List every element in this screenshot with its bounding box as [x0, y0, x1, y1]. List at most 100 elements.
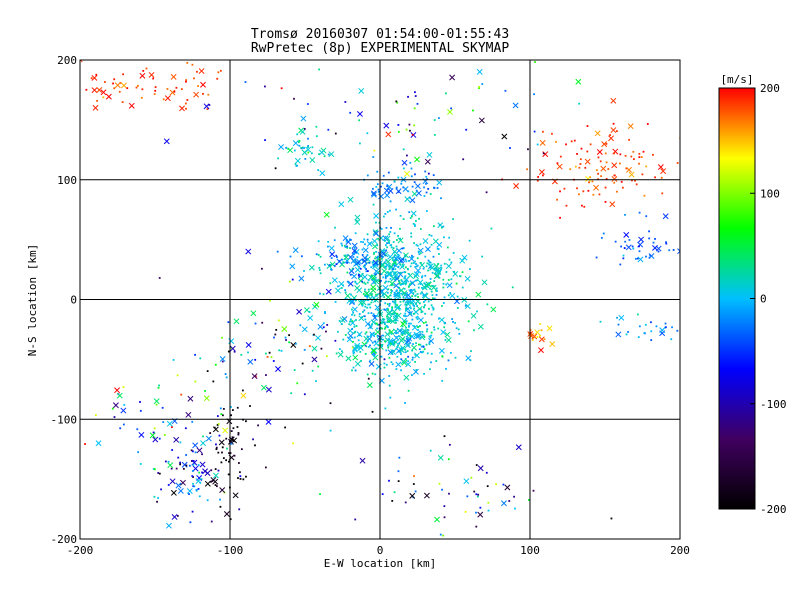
- data-point: [429, 261, 432, 264]
- data-point: [364, 332, 367, 335]
- data-point-x: [423, 492, 430, 499]
- data-point: [442, 282, 445, 285]
- data-point: [397, 190, 400, 193]
- data-point: [386, 307, 389, 310]
- data-point: [275, 328, 278, 331]
- data-point: [415, 369, 418, 371]
- data-point: [323, 155, 326, 158]
- data-point: [388, 375, 391, 377]
- data-point: [406, 299, 409, 302]
- data-point-x: [575, 78, 582, 85]
- data-point: [145, 67, 148, 70]
- data-point: [419, 243, 422, 246]
- data-point: [249, 405, 251, 407]
- data-point: [357, 339, 360, 342]
- data-point: [225, 459, 228, 462]
- data-point-x: [638, 236, 645, 243]
- data-point: [429, 336, 432, 339]
- data-point: [326, 324, 329, 326]
- data-point: [450, 261, 453, 264]
- data-point-x: [335, 287, 341, 294]
- data-point: [433, 134, 436, 136]
- data-point: [380, 279, 382, 282]
- data-point: [352, 311, 355, 314]
- data-point: [417, 250, 420, 253]
- data-point: [397, 235, 399, 237]
- data-point: [351, 346, 354, 349]
- data-point: [306, 103, 309, 105]
- data-point-x: [309, 157, 316, 163]
- data-point: [268, 351, 271, 354]
- data-point: [397, 297, 400, 300]
- data-point: [532, 489, 535, 492]
- data-point: [543, 338, 546, 341]
- data-point: [388, 265, 391, 268]
- data-point: [426, 330, 428, 333]
- data-point: [419, 351, 422, 353]
- data-point-x: [419, 334, 426, 341]
- data-point: [216, 485, 218, 488]
- data-point: [307, 151, 310, 154]
- data-point: [224, 373, 227, 375]
- data-point: [382, 334, 385, 337]
- data-point-x: [392, 328, 399, 335]
- data-point: [536, 336, 539, 338]
- data-point: [423, 304, 426, 307]
- data-point: [398, 281, 401, 284]
- data-point: [373, 352, 376, 355]
- data-point: [481, 83, 484, 85]
- data-point: [228, 452, 230, 455]
- data-point: [617, 323, 620, 326]
- data-point-x: [265, 418, 272, 425]
- data-point: [408, 123, 411, 126]
- data-point: [394, 302, 397, 304]
- data-point: [441, 488, 443, 491]
- data-point: [119, 427, 122, 430]
- data-point: [401, 247, 404, 250]
- data-point: [345, 240, 348, 243]
- data-point: [217, 71, 220, 74]
- data-point: [443, 435, 446, 438]
- data-point: [413, 242, 415, 245]
- data-point: [317, 365, 320, 368]
- data-point: [77, 72, 79, 74]
- data-point-x: [204, 480, 211, 487]
- data-point: [179, 461, 181, 464]
- data-point-x: [435, 269, 442, 276]
- data-point: [405, 320, 408, 323]
- data-point: [217, 451, 220, 454]
- data-point: [366, 340, 369, 343]
- data-point: [425, 265, 428, 268]
- data-point-x: [298, 275, 305, 282]
- data-point: [486, 485, 489, 488]
- data-point-x: [212, 472, 219, 479]
- data-point: [179, 441, 182, 444]
- data-point: [415, 189, 418, 192]
- data-point: [229, 518, 232, 521]
- data-point-x: [444, 331, 451, 338]
- data-point-x: [303, 307, 310, 314]
- data-point: [241, 389, 244, 392]
- data-point-x: [265, 386, 272, 393]
- data-point-x: [351, 247, 358, 254]
- data-point: [195, 489, 198, 491]
- data-point: [242, 478, 245, 481]
- data-point: [313, 333, 315, 336]
- data-point: [180, 88, 183, 91]
- data-point: [349, 238, 351, 241]
- data-point: [419, 325, 421, 327]
- data-point: [385, 363, 388, 366]
- data-point: [361, 248, 364, 251]
- data-point: [461, 271, 464, 274]
- data-point: [372, 203, 375, 206]
- data-point: [410, 307, 412, 310]
- data-point: [285, 339, 287, 341]
- data-point: [374, 274, 376, 277]
- data-point: [417, 286, 420, 289]
- data-point: [377, 190, 380, 193]
- data-point: [373, 353, 376, 356]
- data-point-x: [464, 275, 471, 282]
- data-point: [277, 157, 280, 160]
- data-point: [430, 290, 433, 293]
